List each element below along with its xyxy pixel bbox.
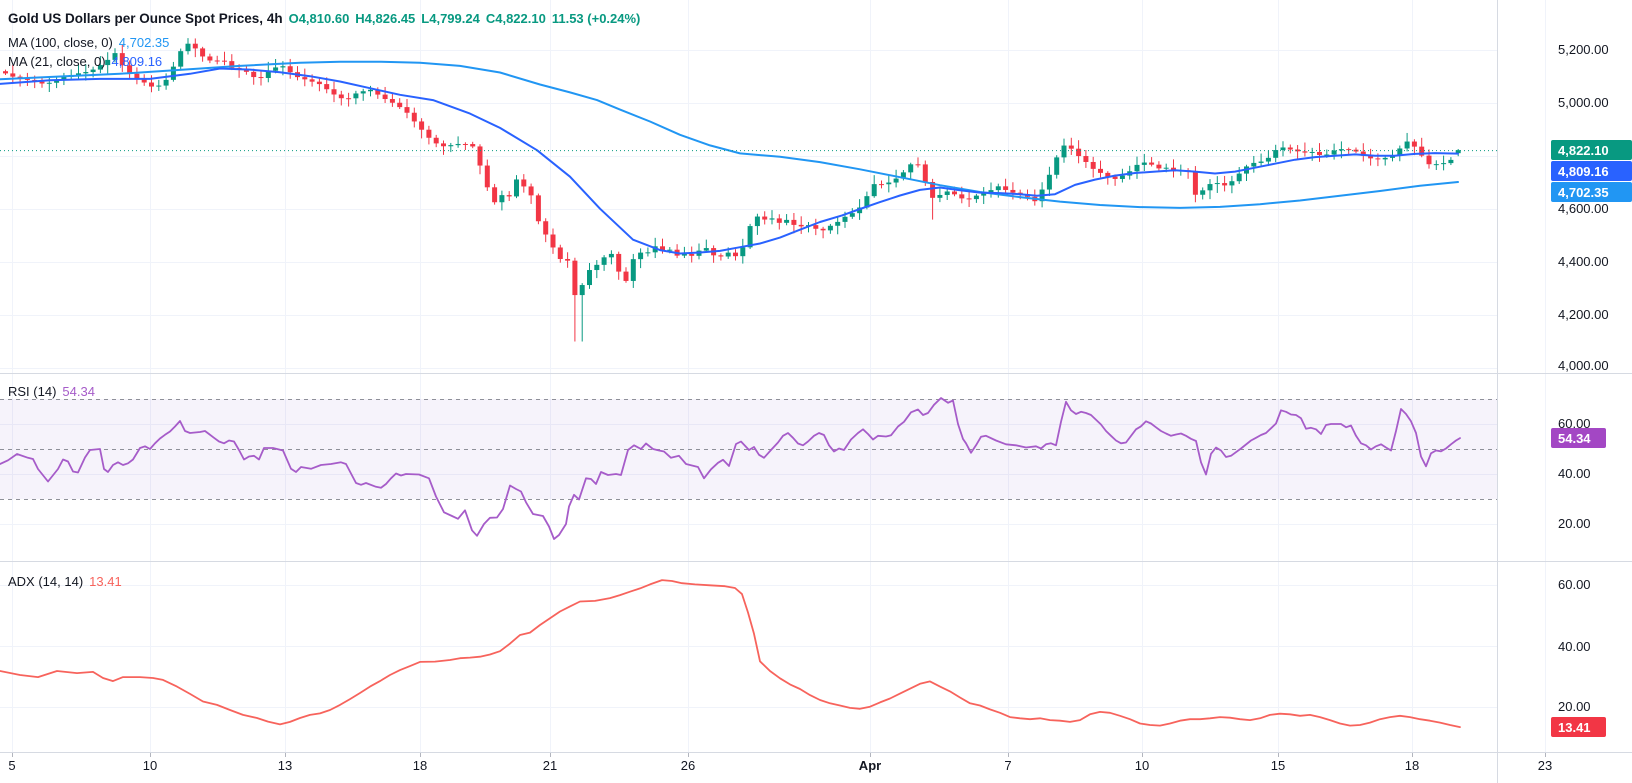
time-axis-label: 18 xyxy=(412,758,428,773)
main-price-panel[interactable] xyxy=(0,0,1497,373)
time-axis-tick xyxy=(688,753,689,757)
time-axis-tick xyxy=(420,753,421,757)
price-axis-label: 5,200.00 xyxy=(1558,42,1609,57)
time-axis-tick xyxy=(1412,753,1413,757)
rsi-axis-label: 20.00 xyxy=(1558,516,1591,531)
rsi-panel[interactable] xyxy=(0,374,1497,562)
close-value: C4,822.10 xyxy=(485,11,546,26)
time-axis-tick xyxy=(870,753,871,757)
time-axis-label: 26 xyxy=(680,758,696,773)
open-value: O4,810.60 xyxy=(288,11,350,26)
rsi-label: RSI (14) xyxy=(8,384,57,399)
adx-value-tag: 13.41 xyxy=(1551,717,1606,737)
time-axis[interactable] xyxy=(0,752,1632,783)
price-axis-label: 5,000.00 xyxy=(1558,95,1609,110)
time-axis-label: 10 xyxy=(142,758,158,773)
time-axis-tick xyxy=(285,753,286,757)
time-axis-label: Apr xyxy=(858,758,882,773)
ma21-value: 4,809.16 xyxy=(111,54,163,69)
adx-axis-label: 60.00 xyxy=(1558,577,1591,592)
change-value: 11.53 (+0.24%) xyxy=(551,11,641,26)
price-tag: 4,822.10 xyxy=(1551,140,1632,160)
time-axis-label: 18 xyxy=(1404,758,1420,773)
time-axis-tick xyxy=(1545,753,1546,757)
symbol-legend[interactable]: Gold US Dollars per Ounce Spot Prices, 4… xyxy=(8,11,640,26)
adx-axis-label: 40.00 xyxy=(1558,639,1591,654)
time-axis-tick xyxy=(12,753,13,757)
time-axis-label: 23 xyxy=(1537,758,1553,773)
ma21-legend[interactable]: MA (21, close, 0) 4,809.16 xyxy=(8,54,162,69)
time-axis-tick xyxy=(550,753,551,757)
adx-axis-label: 20.00 xyxy=(1558,699,1591,714)
ma21-label: MA (21, close, 0) xyxy=(8,54,106,69)
time-axis-label: 10 xyxy=(1134,758,1150,773)
low-value: L4,799.24 xyxy=(421,11,480,26)
time-axis-tick xyxy=(1278,753,1279,757)
time-axis-label: 13 xyxy=(277,758,293,773)
adx-legend[interactable]: ADX (14, 14) 13.41 xyxy=(8,574,122,589)
adx-value: 13.41 xyxy=(89,574,122,589)
ma100-label: MA (100, close, 0) xyxy=(8,35,113,50)
rsi-value: 54.34 xyxy=(62,384,95,399)
rsi-axis-label: 60.00 xyxy=(1558,416,1591,431)
price-axis-label: 4,600.00 xyxy=(1558,201,1609,216)
time-axis-label: 15 xyxy=(1270,758,1286,773)
rsi-value-tag: 54.34 xyxy=(1551,428,1606,448)
rsi-axis-label: 40.00 xyxy=(1558,466,1591,481)
time-axis-label: 7 xyxy=(1004,758,1012,773)
high-value: H4,826.45 xyxy=(355,11,416,26)
price-tag: 4,702.35 xyxy=(1551,182,1632,202)
time-axis-label: 21 xyxy=(542,758,558,773)
adx-panel[interactable] xyxy=(0,562,1497,752)
symbol-title: Gold US Dollars per Ounce Spot Prices, 4… xyxy=(8,11,283,26)
adx-label: ADX (14, 14) xyxy=(8,574,84,589)
time-axis-tick xyxy=(150,753,151,757)
price-axis-label: 4,000.00 xyxy=(1558,358,1609,373)
time-axis-tick xyxy=(1008,753,1009,757)
price-axis-label: 4,200.00 xyxy=(1558,307,1609,322)
time-axis-tick xyxy=(1142,753,1143,757)
ma100-legend[interactable]: MA (100, close, 0) 4,702.35 xyxy=(8,35,169,50)
ma100-value: 4,702.35 xyxy=(118,35,170,50)
price-tag: 4,809.16 xyxy=(1551,161,1632,181)
time-axis-label: 5 xyxy=(8,758,16,773)
price-axis-label: 4,400.00 xyxy=(1558,254,1609,269)
rsi-legend[interactable]: RSI (14) 54.34 xyxy=(8,384,95,399)
